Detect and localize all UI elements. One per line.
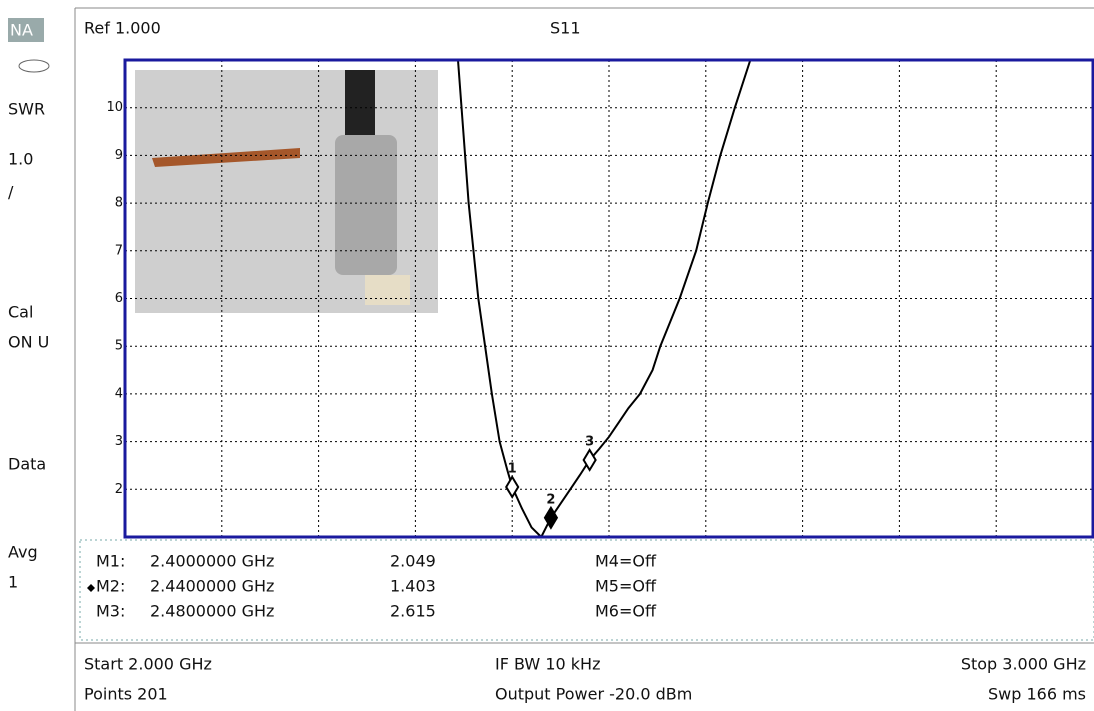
y-tick-label: 8 bbox=[115, 196, 123, 211]
sidebar-item: 1 bbox=[8, 573, 18, 592]
marker-freq: 2.4800000 GHz bbox=[150, 602, 274, 621]
photo-tip bbox=[365, 275, 410, 305]
footer-stop: Stop 3.000 GHz bbox=[961, 655, 1086, 674]
marker-freq: 2.4000000 GHz bbox=[150, 552, 274, 571]
marker-off: M5=Off bbox=[595, 577, 657, 596]
y-tick-label: 5 bbox=[115, 339, 123, 354]
trace-label: S11 bbox=[550, 19, 581, 38]
y-tick-label: 6 bbox=[115, 291, 123, 306]
active-marker-icon bbox=[87, 584, 95, 592]
footer-start: Start 2.000 GHz bbox=[84, 655, 212, 674]
marker-name: M2: bbox=[96, 577, 125, 596]
sidebar-item: 1.0 bbox=[8, 150, 33, 169]
marker-freq: 2.4400000 GHz bbox=[150, 577, 274, 596]
marker-id: 1 bbox=[508, 461, 517, 476]
y-tick-label: 4 bbox=[115, 386, 123, 401]
sidebar-item: Cal bbox=[8, 303, 33, 322]
footer-power: Output Power -20.0 dBm bbox=[495, 685, 692, 704]
marker-name: M3: bbox=[96, 602, 125, 621]
photo-cable bbox=[345, 70, 375, 140]
marker-id: 3 bbox=[585, 434, 594, 449]
y-tick-label: 2 bbox=[115, 482, 123, 497]
marker-off: M4=Off bbox=[595, 552, 657, 571]
photo-inset bbox=[135, 70, 438, 313]
marker-diamond bbox=[543, 505, 559, 530]
marker-value: 2.615 bbox=[390, 602, 436, 621]
marker-box bbox=[79, 539, 1094, 641]
y-tick-label: 10 bbox=[106, 100, 123, 115]
na-badge bbox=[8, 18, 44, 42]
y-tick-label: 9 bbox=[115, 148, 123, 163]
photo-connector bbox=[335, 135, 397, 275]
marker-diamond bbox=[505, 475, 520, 499]
plot-border bbox=[123, 58, 1094, 539]
footer-ifbw: IF BW 10 kHz bbox=[495, 655, 600, 674]
sidebar-item: Data bbox=[8, 455, 46, 474]
marker-value: 2.049 bbox=[390, 552, 436, 571]
trace bbox=[456, 60, 752, 537]
plot-area bbox=[125, 60, 1093, 537]
footer-points: Points 201 bbox=[84, 685, 168, 704]
photo-antenna bbox=[152, 148, 300, 167]
sidebar-item: / bbox=[8, 183, 14, 202]
footer-sweep: Swp 166 ms bbox=[988, 685, 1086, 704]
marker-off: M6=Off bbox=[595, 602, 657, 621]
marker-value: 1.403 bbox=[390, 577, 436, 596]
marker-diamond bbox=[582, 448, 597, 472]
y-tick-label: 3 bbox=[115, 434, 123, 449]
sidebar-item: ON U bbox=[8, 333, 49, 352]
sidebar-mode: NA bbox=[10, 21, 33, 40]
ref-label: Ref 1.000 bbox=[84, 19, 161, 38]
marker-name: M1: bbox=[96, 552, 125, 571]
y-tick-label: 7 bbox=[115, 243, 123, 258]
marker-id: 2 bbox=[546, 492, 555, 507]
sweep-icon bbox=[18, 59, 50, 73]
sidebar-item: SWR bbox=[8, 100, 45, 119]
sidebar-item: Avg bbox=[8, 543, 38, 562]
